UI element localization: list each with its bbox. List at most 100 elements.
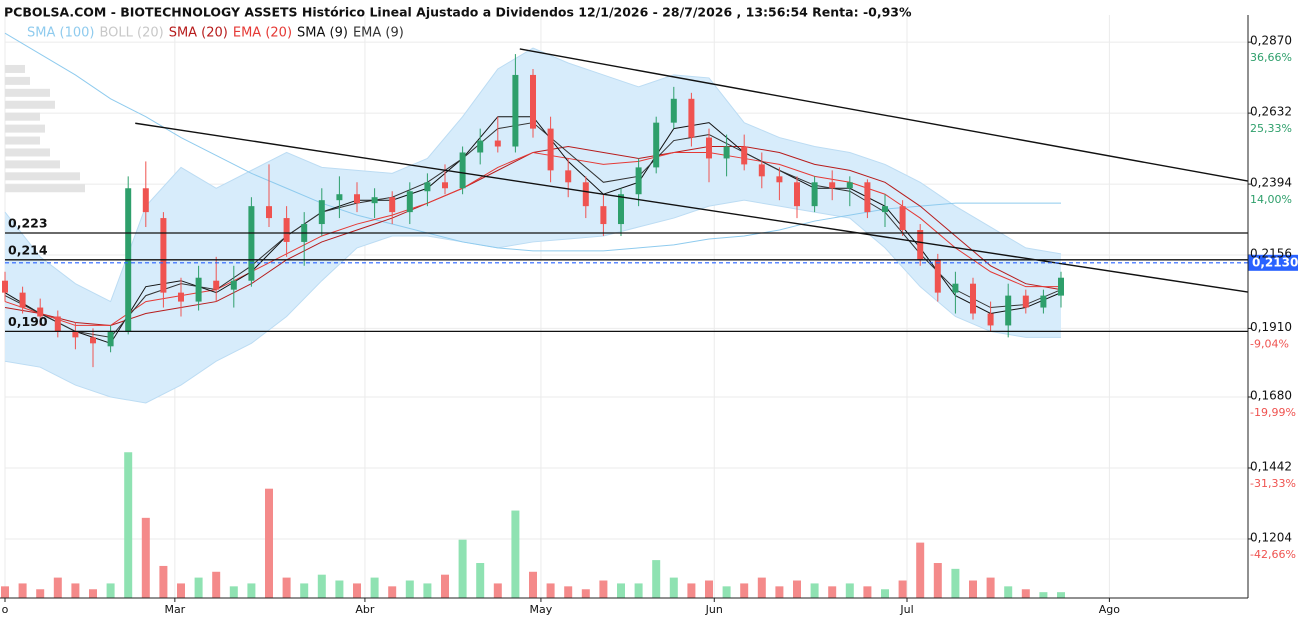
volume-bar bbox=[740, 583, 749, 598]
candle-body bbox=[494, 140, 501, 147]
volume-bar bbox=[916, 542, 925, 598]
volume-bar bbox=[124, 452, 133, 598]
x-tick-label: Abr bbox=[355, 603, 375, 616]
volume-profile-bar bbox=[5, 76, 30, 85]
volume-bar bbox=[18, 583, 27, 598]
candle-body bbox=[811, 182, 818, 207]
candle-body bbox=[406, 191, 413, 213]
volume-layer bbox=[1, 452, 1065, 598]
bollinger-lower bbox=[4, 199, 1061, 404]
candle-body bbox=[794, 182, 800, 207]
y-tick-percent: 25,33% bbox=[1250, 122, 1292, 135]
candle-body bbox=[318, 200, 325, 225]
x-tick-label: Jun bbox=[705, 603, 723, 616]
candle-body bbox=[72, 331, 79, 338]
candle-body bbox=[670, 98, 677, 123]
volume-bar bbox=[89, 589, 97, 598]
candle-body bbox=[442, 182, 448, 189]
volume-bar bbox=[36, 589, 45, 598]
y-tick-label: 0,1442 bbox=[1250, 459, 1292, 473]
last-price-label: 0,2130 bbox=[1252, 255, 1298, 269]
level-label: 0,190 bbox=[8, 314, 48, 329]
y-tick-label: 0,1910 bbox=[1250, 320, 1292, 334]
profile-layer bbox=[5, 64, 85, 193]
volume-bar bbox=[845, 583, 854, 598]
trendline bbox=[519, 48, 1249, 182]
volume-profile-bar bbox=[5, 184, 85, 193]
volume-profile-bar bbox=[5, 172, 80, 181]
x-tick-label: May bbox=[530, 603, 553, 616]
volume-profile-bar bbox=[5, 112, 40, 121]
volume-bar bbox=[1004, 586, 1013, 598]
candle-body bbox=[688, 98, 695, 138]
volume-bar bbox=[1021, 589, 1030, 598]
candle-body bbox=[336, 194, 343, 201]
candle-body bbox=[829, 182, 836, 189]
volume-bar bbox=[652, 560, 661, 598]
volume-bar bbox=[1057, 592, 1065, 598]
y-tick-label: 0,2156 bbox=[1250, 247, 1292, 261]
volume-bar bbox=[1, 586, 9, 598]
candle-body bbox=[635, 167, 642, 195]
candle-body bbox=[213, 280, 220, 290]
volume-bar bbox=[705, 580, 713, 598]
candle-body bbox=[776, 176, 783, 183]
volume-bar bbox=[335, 580, 344, 598]
y-tick-label: 0,2632 bbox=[1250, 105, 1292, 119]
y-tick-label: 0,2394 bbox=[1250, 176, 1292, 190]
candle-body bbox=[864, 182, 871, 213]
candle-body bbox=[90, 337, 96, 344]
volume-bar bbox=[317, 574, 326, 598]
candle-body bbox=[195, 277, 202, 302]
volume-profile-bar bbox=[5, 136, 40, 145]
candle-body bbox=[934, 259, 941, 293]
volume-bar bbox=[282, 577, 291, 598]
x-tick-label: Ago bbox=[1099, 603, 1121, 616]
candle-body bbox=[1005, 295, 1012, 326]
candle-body bbox=[846, 182, 853, 189]
volume-bar bbox=[898, 580, 907, 598]
candle-body bbox=[54, 316, 61, 332]
volume-bar bbox=[265, 488, 273, 598]
volume-bar bbox=[581, 589, 590, 598]
candle-body bbox=[952, 283, 959, 293]
candle-body bbox=[1040, 295, 1047, 308]
legend-entry: EMA (20) bbox=[233, 26, 292, 41]
volume-bar bbox=[511, 510, 520, 598]
legend-entry: BOLL (20) bbox=[99, 26, 163, 41]
candle-body bbox=[459, 152, 466, 189]
candle-body bbox=[1058, 277, 1064, 296]
candle-body bbox=[618, 194, 624, 225]
trendline bbox=[135, 122, 1249, 293]
volume-profile-bar bbox=[5, 160, 60, 169]
candle-body bbox=[512, 74, 519, 147]
candle-body bbox=[424, 182, 431, 192]
volume-profile-bar bbox=[5, 148, 50, 157]
volume-bar bbox=[881, 589, 889, 598]
volume-bar bbox=[53, 577, 62, 598]
candle-body bbox=[1022, 295, 1029, 308]
volume-bar bbox=[159, 565, 168, 598]
volume-bar bbox=[405, 580, 414, 598]
volume-bar bbox=[599, 580, 608, 598]
volume-bar bbox=[546, 583, 555, 598]
volume-profile-bar bbox=[5, 100, 55, 109]
volume-profile-bar bbox=[5, 88, 50, 97]
volume-profile-bar bbox=[5, 124, 45, 133]
volume-bar bbox=[441, 574, 449, 598]
y-tick-label: 0,2870 bbox=[1250, 34, 1292, 48]
candle-body bbox=[758, 164, 765, 177]
legend-entry: SMA (9) bbox=[297, 26, 348, 41]
volume-bar bbox=[722, 586, 731, 598]
volume-bar bbox=[634, 583, 643, 598]
volume-bar bbox=[229, 586, 238, 598]
volume-bar bbox=[177, 583, 185, 598]
volume-bar bbox=[423, 583, 432, 598]
candle-body bbox=[248, 206, 255, 281]
candle-body bbox=[970, 283, 976, 314]
candle-body bbox=[741, 146, 748, 165]
candle-body bbox=[230, 280, 237, 290]
legend-entry: SMA (20) bbox=[169, 26, 228, 41]
volume-bar bbox=[529, 571, 537, 598]
